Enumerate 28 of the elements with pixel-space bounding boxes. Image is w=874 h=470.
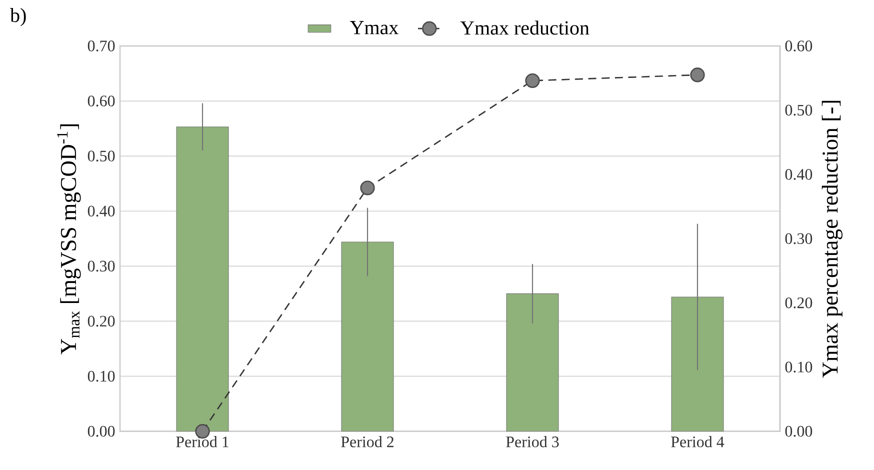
point	[690, 68, 705, 82]
y2-tick-label: 0.50	[785, 104, 812, 116]
y2-axis-title: Ymax percentage reduction [-]	[822, 100, 842, 378]
chart-title: b)	[10, 8, 26, 26]
y-tick-label: 0.50	[88, 150, 115, 162]
legend-label: Ymax reduction	[460, 20, 590, 35]
y-tick-label: 0.70	[88, 40, 115, 52]
y2-tick-label: 0.20	[785, 297, 812, 308]
x-tick-label: Period 2	[341, 436, 394, 448]
x-tick-label: Period 1	[176, 436, 228, 448]
y-tick-label: 0.10	[88, 370, 115, 382]
y-axis-title: Y$_{max}$ [mgVSS mgCOD$^{-1}$]	[57, 124, 81, 354]
y2-tick-label: 0.60	[785, 40, 812, 52]
point	[360, 180, 375, 196]
x-tick-label: Period 3	[506, 436, 559, 448]
x-tick-label: Period 4	[671, 436, 724, 448]
y2-tick-label: 0.30	[785, 233, 812, 244]
y-tick-label: 0.60	[88, 96, 115, 106]
y2-tick-label: 0.00	[785, 426, 812, 437]
bar	[506, 293, 559, 432]
legend-label: Ymax	[350, 21, 398, 34]
y-tick-label: 0.20	[88, 316, 115, 327]
y-tick-label: 0.30	[88, 260, 115, 272]
y2-tick-label: 0.40	[785, 169, 812, 180]
point	[525, 73, 540, 88]
y-tick-label: 0.00	[88, 426, 115, 437]
y2-tick-label: 0.10	[785, 362, 812, 373]
y-tick-label: 0.40	[88, 206, 115, 217]
